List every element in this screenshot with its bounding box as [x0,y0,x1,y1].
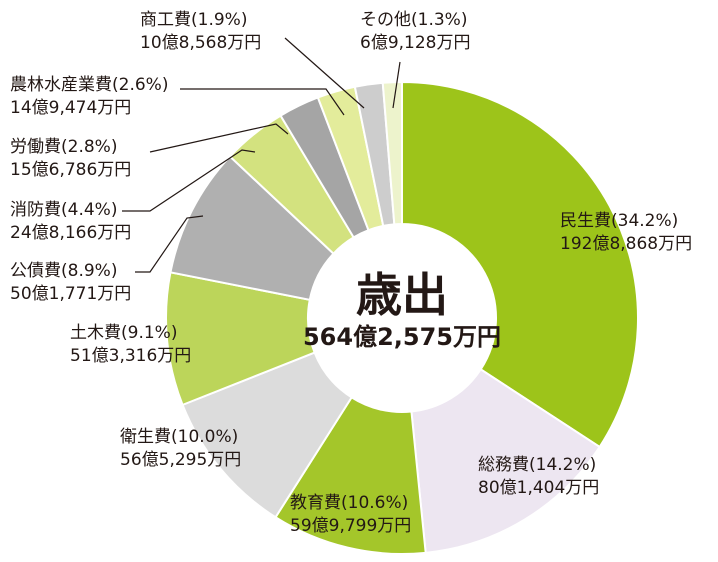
center-title: 歳出 [356,268,448,322]
leader-lines [122,37,401,273]
slice-name-label: 農林水産業費(2.6%) [10,75,168,95]
slice-name-label: その他(1.3%) [360,10,467,30]
leader-line [284,37,365,109]
leader-line [122,149,256,212]
leader-line [135,215,204,273]
slice-name-label: 総務費(14.2%) [478,455,596,475]
slice-name-label: 商工費(1.9%) [140,10,247,30]
slice-amount-label: 192億8,868万円 [560,234,692,254]
slice-name-label: 土木費(9.1%) [70,323,177,343]
slice-amount-label: 14億9,474万円 [10,98,131,118]
slice-name-label: 教育費(10.6%) [290,493,408,513]
donut-slice [401,80,639,449]
slice-amount-label: 15億6,786万円 [10,160,131,180]
leader-line [149,123,289,153]
center-total: 564億2,575万円 [303,323,501,351]
slice-amount-label: 80億1,404万円 [478,478,599,498]
slice-amount-label: 56億5,295万円 [120,450,241,470]
slice-name-label: 公債費(8.9%) [10,261,117,281]
slice-name-label: 衛生費(10.0%) [120,427,238,447]
slice-amount-label: 24億8,166万円 [10,223,131,243]
slice-amount-label: 6億9,128万円 [360,33,470,53]
donut-center [308,224,496,412]
leader-line [392,61,401,109]
slice-amount-label: 50億1,771万円 [10,284,131,304]
slice-amount-label: 10億8,568万円 [140,33,261,53]
slice-amount-label: 59億9,799万円 [290,516,411,536]
slice-amount-label: 51億3,316万円 [70,346,191,366]
leader-line [180,88,345,116]
donut-slices [165,80,639,555]
slice-name-label: 民生費(34.2%) [560,211,678,231]
slice-name-label: 労働費(2.8%) [10,137,117,157]
slice-name-label: 消防費(4.4%) [10,200,117,220]
